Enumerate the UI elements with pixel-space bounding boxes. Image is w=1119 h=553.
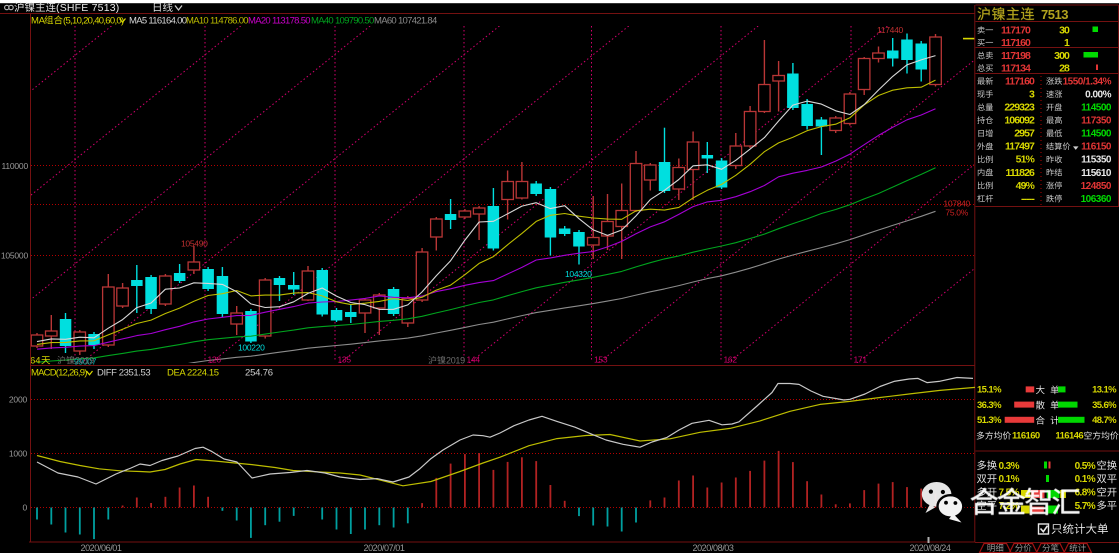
svg-text:117497: 117497 bbox=[1005, 141, 1035, 153]
svg-text:116146: 116146 bbox=[1055, 430, 1083, 441]
svg-text:MA20 113178.50: MA20 113178.50 bbox=[248, 16, 310, 27]
svg-text:114500: 114500 bbox=[1081, 129, 1112, 140]
svg-text:2019: 2019 bbox=[75, 356, 94, 366]
svg-text:104320: 104320 bbox=[565, 269, 592, 279]
svg-text:144: 144 bbox=[467, 355, 481, 365]
svg-text:2019: 2019 bbox=[446, 356, 465, 366]
svg-text:5.7%: 5.7% bbox=[1075, 501, 1096, 512]
svg-text:MA60 107421.84: MA60 107421.84 bbox=[374, 16, 437, 27]
svg-text:117134: 117134 bbox=[1001, 62, 1031, 74]
svg-text:0.3%: 0.3% bbox=[999, 461, 1020, 472]
svg-text:64: 64 bbox=[30, 356, 41, 367]
svg-text:153: 153 bbox=[594, 355, 608, 365]
svg-text:DEA 2224.15: DEA 2224.15 bbox=[167, 368, 219, 379]
svg-text:36.3%: 36.3% bbox=[977, 400, 1002, 411]
svg-text:13.1%: 13.1% bbox=[1092, 385, 1117, 396]
svg-text:75.0%: 75.0% bbox=[945, 208, 968, 218]
svg-text:162: 162 bbox=[724, 355, 738, 365]
svg-text:171: 171 bbox=[854, 355, 868, 365]
svg-text:117440: 117440 bbox=[877, 25, 904, 35]
svg-text:15.1%: 15.1% bbox=[977, 385, 1002, 396]
svg-text:0.5%: 0.5% bbox=[1075, 461, 1096, 472]
svg-text:1000: 1000 bbox=[9, 449, 28, 459]
svg-text:(5,10,20,40,60,0): (5,10,20,40,60,0) bbox=[63, 16, 124, 27]
svg-text:30: 30 bbox=[1059, 24, 1070, 36]
svg-text:51.3%: 51.3% bbox=[977, 415, 1002, 426]
svg-text:0.1%: 0.1% bbox=[1075, 474, 1096, 485]
svg-text:300: 300 bbox=[1054, 50, 1070, 62]
svg-text:0.00%: 0.00% bbox=[1085, 89, 1111, 100]
svg-text:124850: 124850 bbox=[1081, 181, 1112, 192]
svg-text:254.76: 254.76 bbox=[245, 368, 273, 379]
svg-text:(SHFE 7513): (SHFE 7513) bbox=[56, 2, 119, 14]
svg-text:49%: 49% bbox=[1016, 180, 1036, 192]
svg-text:105000: 105000 bbox=[1, 251, 29, 261]
svg-text:0.1%: 0.1% bbox=[999, 474, 1020, 485]
svg-text:115610: 115610 bbox=[1081, 168, 1112, 179]
svg-text:6.8%: 6.8% bbox=[1075, 488, 1096, 499]
svg-text:-----: ----- bbox=[1021, 193, 1035, 205]
svg-text:2020/08/24: 2020/08/24 bbox=[909, 543, 950, 553]
svg-text:229323: 229323 bbox=[1004, 102, 1035, 114]
svg-text:7513: 7513 bbox=[1041, 7, 1068, 22]
svg-text:0: 0 bbox=[22, 503, 27, 513]
svg-text:99007: 99007 bbox=[74, 357, 97, 367]
svg-text:MA10 114786.00: MA10 114786.00 bbox=[186, 16, 248, 27]
svg-text:2957: 2957 bbox=[1014, 128, 1035, 140]
svg-text:MA: MA bbox=[31, 16, 46, 27]
svg-text:126: 126 bbox=[208, 355, 222, 365]
svg-text:117198: 117198 bbox=[1001, 50, 1031, 62]
svg-text:35.6%: 35.6% bbox=[1092, 400, 1117, 411]
svg-text:111826: 111826 bbox=[1006, 167, 1036, 179]
svg-text:DIFF 2351.53: DIFF 2351.53 bbox=[97, 368, 150, 379]
svg-text:2000: 2000 bbox=[9, 395, 28, 405]
svg-text:MA40 109790.50: MA40 109790.50 bbox=[311, 16, 374, 27]
svg-text:1550/1.34%: 1550/1.34% bbox=[1063, 76, 1112, 87]
svg-text:116150: 116150 bbox=[1081, 142, 1112, 153]
svg-text:117160: 117160 bbox=[1005, 75, 1035, 87]
svg-text:MACD(12,26,9): MACD(12,26,9) bbox=[31, 368, 87, 379]
svg-text:28: 28 bbox=[1059, 62, 1070, 74]
svg-text:117170: 117170 bbox=[1001, 24, 1031, 36]
svg-text:1: 1 bbox=[1064, 37, 1070, 49]
svg-text:115350: 115350 bbox=[1081, 155, 1112, 166]
svg-text:135: 135 bbox=[338, 355, 352, 365]
svg-text:7.2%: 7.2% bbox=[999, 501, 1020, 512]
svg-text:51%: 51% bbox=[1016, 154, 1036, 166]
svg-text:48.7%: 48.7% bbox=[1092, 415, 1117, 426]
svg-text:100220: 100220 bbox=[238, 343, 265, 353]
svg-text:117160: 117160 bbox=[1001, 37, 1031, 49]
svg-text:MA5 116164.00: MA5 116164.00 bbox=[129, 16, 187, 27]
svg-text:110000: 110000 bbox=[1, 161, 28, 171]
svg-text:114500: 114500 bbox=[1081, 103, 1112, 114]
svg-text:2020/08/03: 2020/08/03 bbox=[692, 543, 733, 553]
svg-text:105490: 105490 bbox=[181, 239, 208, 249]
svg-text:117350: 117350 bbox=[1081, 116, 1112, 127]
svg-text:2020/07/01: 2020/07/01 bbox=[363, 543, 404, 553]
svg-text:106092: 106092 bbox=[1004, 115, 1035, 127]
svg-text:3: 3 bbox=[1029, 88, 1035, 100]
svg-text:116160: 116160 bbox=[1012, 430, 1040, 441]
svg-text:2020/06/01: 2020/06/01 bbox=[80, 543, 121, 553]
svg-text:107840: 107840 bbox=[943, 199, 970, 209]
svg-text:106360: 106360 bbox=[1081, 194, 1112, 205]
